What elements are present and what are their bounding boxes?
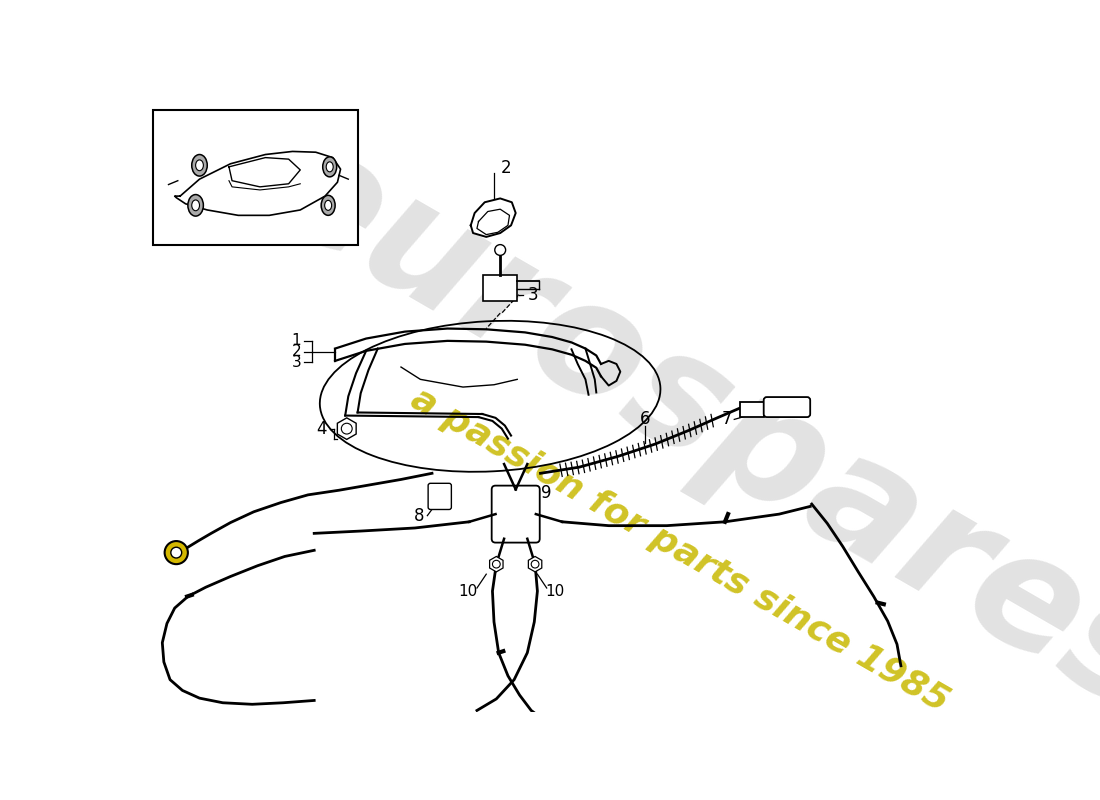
Text: 4: 4 [317, 420, 327, 438]
Text: 8: 8 [414, 506, 425, 525]
Ellipse shape [321, 195, 336, 215]
Bar [483, 274, 517, 301]
Ellipse shape [191, 200, 199, 210]
Ellipse shape [327, 162, 333, 172]
Ellipse shape [188, 194, 204, 216]
Circle shape [170, 547, 182, 558]
Text: eurospares: eurospares [243, 107, 1100, 746]
Text: 3: 3 [527, 286, 538, 304]
Circle shape [341, 423, 352, 434]
Circle shape [531, 560, 539, 568]
Circle shape [165, 541, 188, 564]
FancyBboxPatch shape [492, 486, 540, 542]
Ellipse shape [324, 200, 331, 210]
Ellipse shape [196, 160, 204, 170]
Text: 10: 10 [544, 584, 564, 598]
Text: 2: 2 [500, 158, 510, 177]
Text: 10: 10 [458, 584, 477, 598]
Text: 6: 6 [640, 410, 650, 429]
Text: 1: 1 [292, 334, 301, 348]
Ellipse shape [191, 154, 207, 176]
Text: 9: 9 [541, 483, 552, 502]
Ellipse shape [322, 157, 337, 177]
Bar [740, 402, 763, 417]
Text: 3: 3 [292, 355, 301, 370]
FancyBboxPatch shape [428, 483, 451, 510]
Text: 7: 7 [722, 410, 732, 429]
Bar [153, 110, 359, 245]
FancyBboxPatch shape [763, 397, 811, 417]
Text: 2: 2 [292, 344, 301, 359]
Circle shape [495, 245, 506, 255]
Circle shape [493, 560, 500, 568]
Text: a passion for parts since 1985: a passion for parts since 1985 [405, 382, 955, 719]
